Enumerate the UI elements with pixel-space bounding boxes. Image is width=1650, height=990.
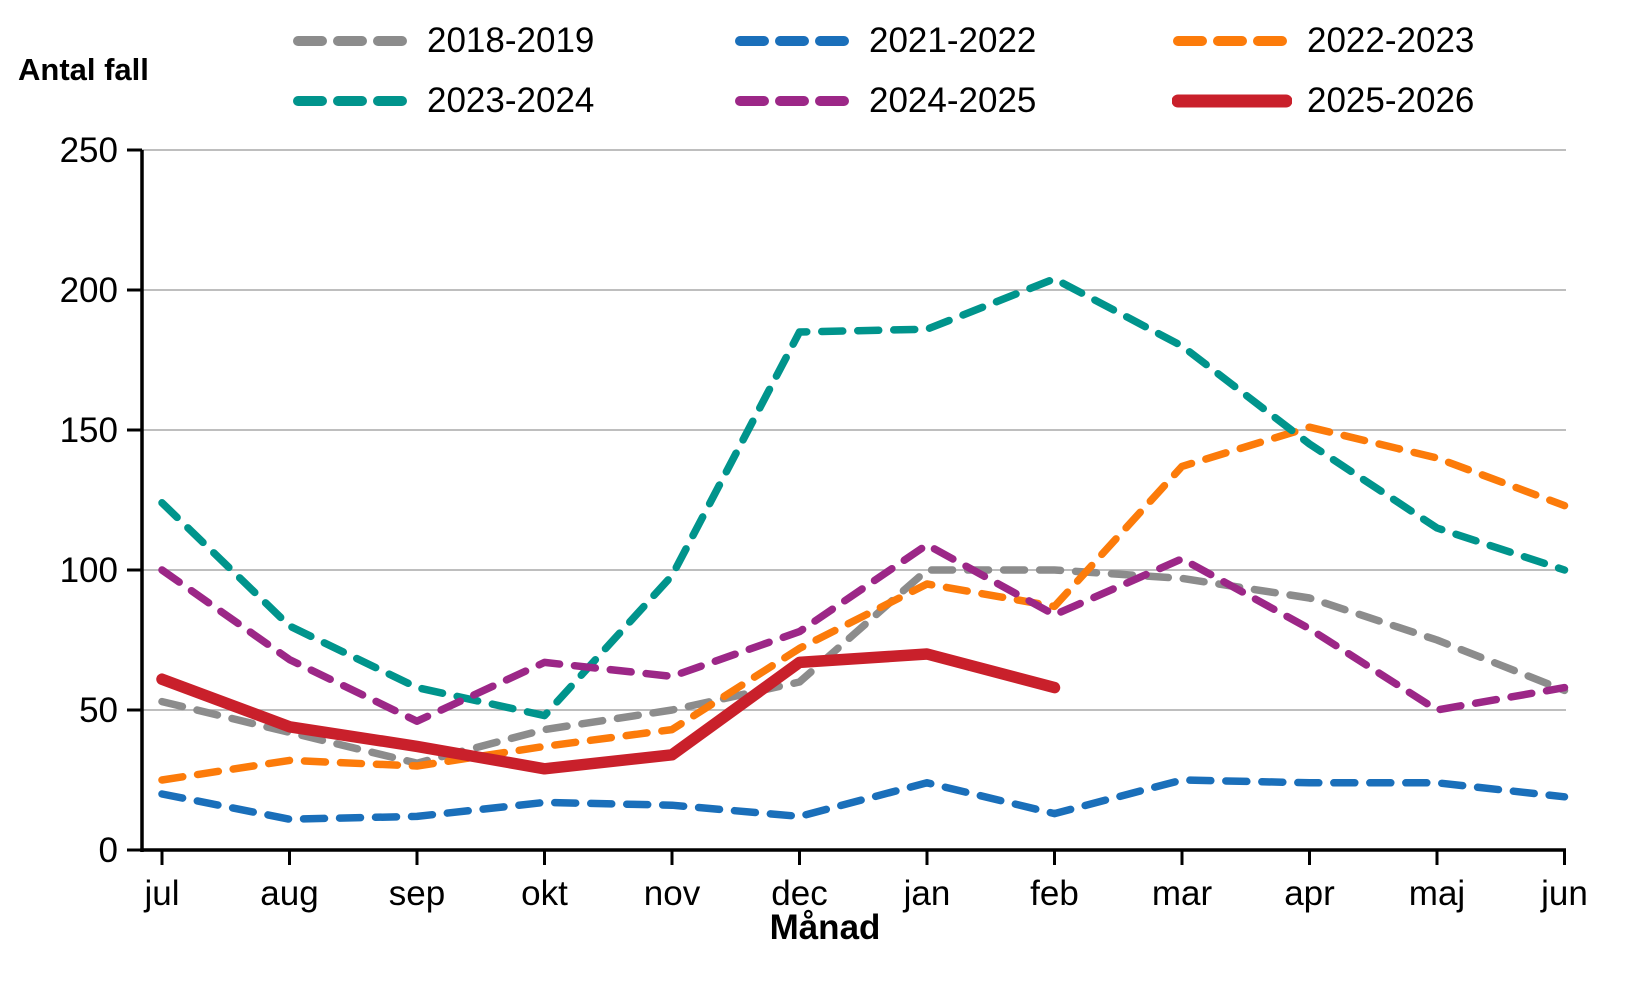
legend-line-sample-2021-2022	[735, 36, 853, 46]
series-line-2024-2025	[158, 541, 1569, 725]
legend-item-2018-2019: 2018-2019	[292, 18, 734, 64]
legend-item-2025-2026: 2025-2026	[1172, 78, 1592, 124]
legend-line-sample-2022-2023	[1173, 36, 1291, 46]
legend-item-2023-2024: 2023-2024	[292, 78, 734, 124]
legend: 2018-2019 2021-2022 2022-2023 2023-2024 2024…	[292, 18, 1592, 124]
series-line-2021-2022	[158, 776, 1569, 823]
x-axis-title: Månad	[769, 908, 881, 947]
x-tick-label-dec: dec	[771, 874, 827, 913]
legend-label: 2024-2025	[869, 81, 1037, 120]
y-tick-label-250: 250	[60, 131, 118, 170]
legend-label: 2021-2022	[869, 21, 1037, 60]
y-tick-label-200: 200	[60, 271, 118, 310]
x-tick-label-feb: feb	[1030, 874, 1079, 913]
y-tick-label-50: 50	[79, 691, 118, 730]
series-line-2023-2024	[158, 275, 1569, 720]
legend-label: 2023-2024	[427, 81, 595, 120]
legend-item-2021-2022: 2021-2022	[734, 18, 1172, 64]
y-tick-label-100: 100	[60, 551, 118, 590]
legend-line-sample-2018-2019	[293, 36, 411, 46]
y-tick-label-150: 150	[60, 411, 118, 450]
legend-label: 2022-2023	[1307, 21, 1475, 60]
x-tick-label-okt: okt	[521, 874, 568, 913]
x-tick-label-jan: jan	[903, 874, 951, 913]
y-tick-label-0: 0	[99, 831, 118, 870]
legend-label: 2018-2019	[427, 21, 595, 60]
x-tick-label-apr: apr	[1284, 874, 1335, 913]
x-tick-label-jun: jun	[1540, 874, 1588, 913]
x-tick-label-sep: sep	[389, 874, 445, 913]
series-line-2018-2019	[158, 566, 1569, 767]
legend-line-sample-2023-2024	[293, 96, 411, 106]
legend-line-sample-2025-2026	[1172, 94, 1292, 108]
x-tick-label-aug: aug	[260, 874, 318, 913]
legend-label: 2025-2026	[1307, 81, 1475, 120]
y-axis-title: Antal fall	[18, 52, 149, 87]
x-tick-label-mar: mar	[1152, 874, 1213, 913]
x-tick-label-maj: maj	[1409, 874, 1465, 913]
x-tick-label-nov: nov	[644, 874, 701, 913]
series-line-2022-2023	[158, 423, 1569, 784]
legend-line-sample-2024-2025	[735, 96, 853, 106]
legend-item-2024-2025: 2024-2025	[734, 78, 1172, 124]
legend-item-2022-2023: 2022-2023	[1172, 18, 1592, 64]
series-line-2025-2026	[156, 648, 1061, 775]
x-tick-label-jul: jul	[143, 874, 179, 913]
